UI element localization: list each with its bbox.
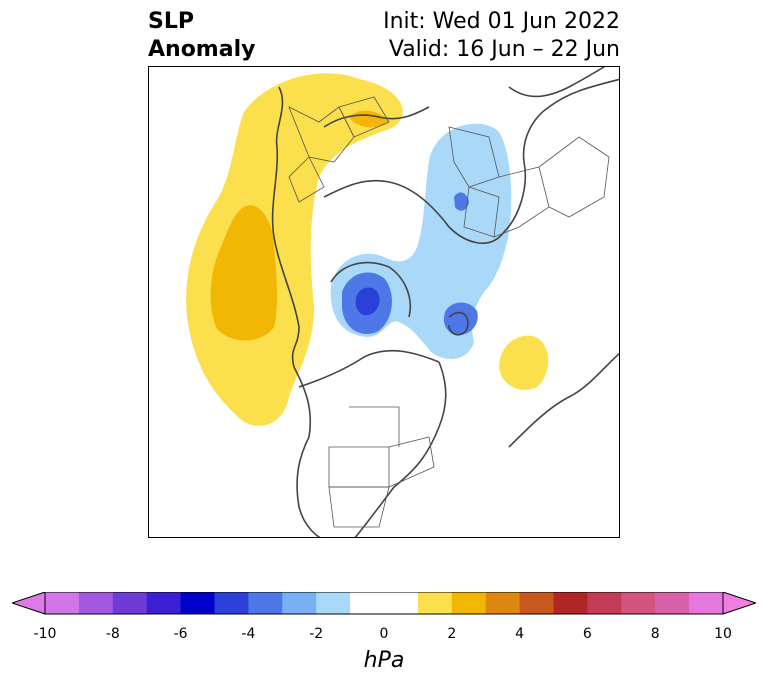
colorbar-cell [112,592,148,614]
colorbar-cell [248,592,283,614]
variable-title: SLP Anomaly [148,8,255,64]
colorbar-cell [384,592,419,614]
colorbar-tick-label: -8 [105,626,120,642]
units-label: hPa [363,648,405,673]
negative-anomaly-contour-6 [355,287,380,316]
colorbar-cell [417,592,453,614]
colorbar-tick-label: -10 [33,626,57,642]
colorbar-cell [350,592,385,614]
map-panel [148,66,620,538]
colorbar-cell [45,592,80,614]
colorbar [12,592,756,615]
colorbar-cell [180,592,215,614]
colorbar-cell [553,592,588,614]
positive-anomaly-southeast [499,335,549,390]
valid-range: Valid: 16 Jun – 22 Jun [388,37,620,62]
colorbar-cell [655,592,690,614]
colorbar-tick-label: -2 [309,626,324,642]
colorbar-extend-left [12,592,46,615]
colorbar-cell [485,592,521,614]
colorbar-cell [146,592,182,614]
negative-anomaly-contour-4-east [443,302,478,336]
colorbar-tick-label: 0 [379,626,389,642]
colorbar-tick-label: 8 [650,626,660,642]
colorbar-tick-label: -6 [173,626,188,642]
colorbar-cell [451,592,487,614]
colorbar-tick-label: 6 [582,626,592,642]
colorbar-cell [621,592,656,614]
coastlines [271,67,619,537]
colorbar-tick-label: 4 [515,626,525,642]
colorbar-cell [689,592,724,614]
colorbar-cell [78,592,114,614]
anomaly-map [186,67,619,537]
colorbar-extend-right [722,592,756,615]
colorbar-cells [45,592,724,614]
positive-anomaly-contour-4 [210,205,278,341]
colorbar-outline [44,592,724,615]
negative-anomaly-contour-4-north [454,192,469,211]
colorbar-cell [282,592,317,614]
colorbar-tick-label: 2 [447,626,457,642]
colorbar-tick-label: 10 [714,626,732,642]
colorbar-tick-label: -4 [241,626,256,642]
date-title: Init: Wed 01 Jun 2022 Valid: 16 Jun – 22… [383,8,620,64]
title-line-1: SLP [148,9,194,34]
country-borders [288,96,610,528]
colorbar-cell [519,592,554,614]
colorbar-cell [587,592,622,614]
colorbar-cell [214,592,249,614]
init-date: Init: Wed 01 Jun 2022 [383,9,620,34]
title-line-2: Anomaly [148,37,256,62]
colorbar-cell [316,592,351,614]
